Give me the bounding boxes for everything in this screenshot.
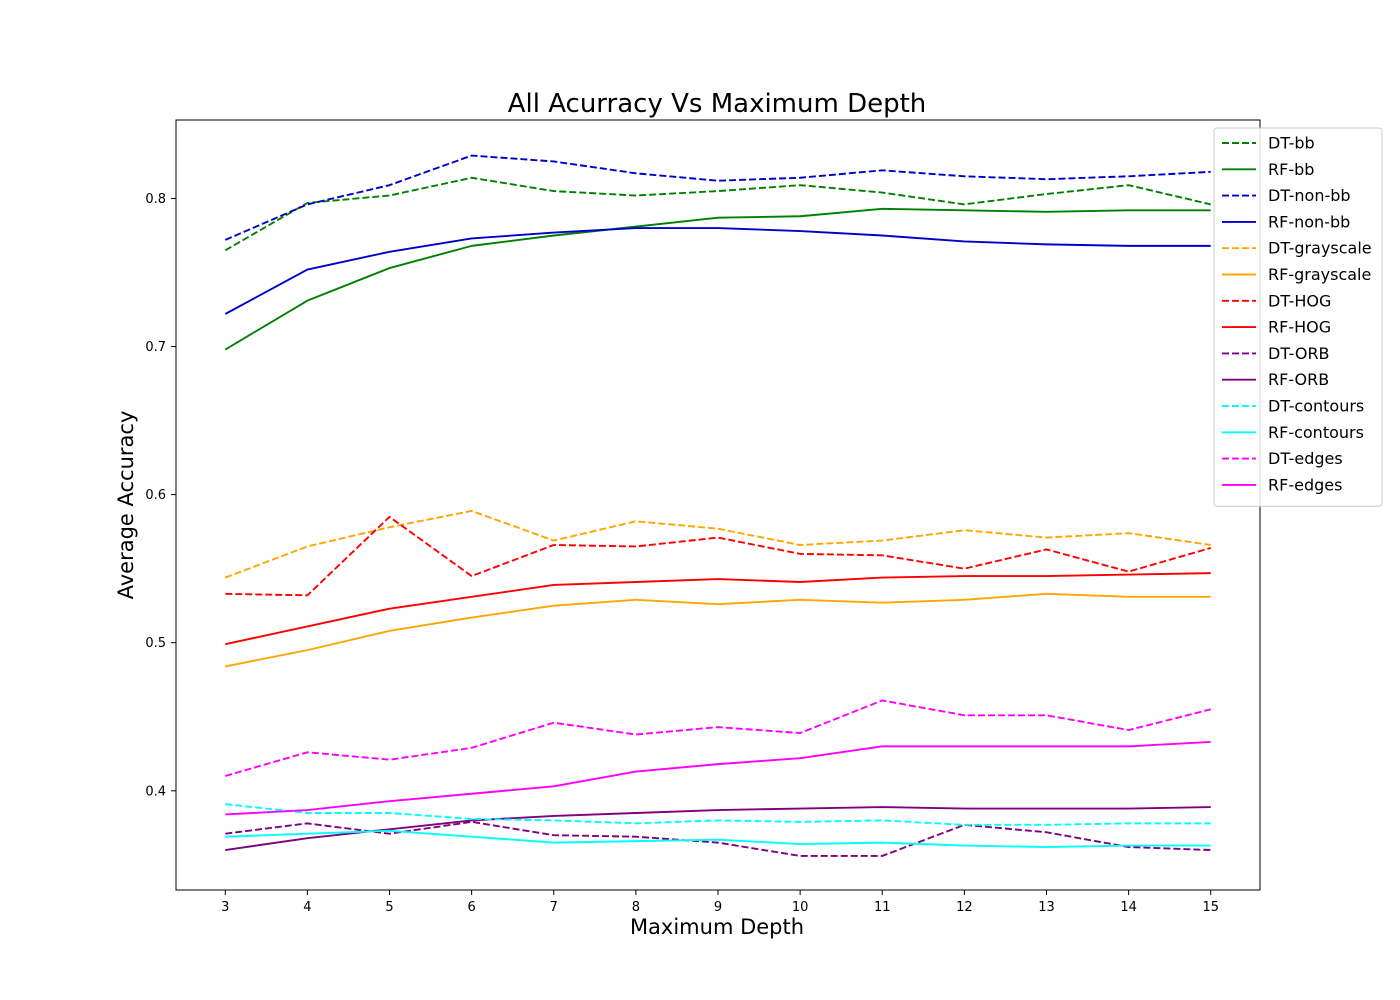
legend-label-dt-orb: DT-ORB: [1268, 344, 1330, 363]
series-line-rf-hog: [225, 572, 1211, 646]
plot-area: [224, 154, 1211, 857]
x-tick-label: 11: [874, 900, 891, 915]
legend-label-rf-bb: RF-bb: [1268, 160, 1314, 179]
legend-label-rf-non-bb: RF-non-bb: [1268, 212, 1350, 231]
y-axis-label: Average Accuracy: [114, 411, 138, 600]
series-line-rf-contours: [225, 829, 1211, 849]
series-line-dt-contours: [225, 803, 1211, 826]
x-tick-label: 5: [385, 900, 393, 915]
x-tick-label: 15: [1202, 900, 1219, 915]
x-tick-label: 13: [1038, 900, 1055, 915]
series-line-rf-edges: [225, 740, 1211, 816]
series-line-rf-orb: [225, 806, 1211, 851]
series-line-rf-non-bb: [224, 227, 1211, 315]
legend-label-dt-hog: DT-HOG: [1268, 291, 1331, 310]
series-line-dt-edges: [225, 699, 1211, 777]
series-line-rf-grayscale: [225, 592, 1211, 668]
legend-label-dt-contours: DT-contours: [1268, 397, 1364, 416]
x-tick-label: 4: [303, 900, 311, 915]
legend: DT-bb RF-bb DT-non-bb RF-non-bb DT-grayscale…: [1213, 127, 1383, 507]
x-tick-label: 7: [550, 900, 558, 915]
legend-label-rf-edges: RF-edges: [1268, 475, 1342, 494]
legend-label-dt-non-bb: DT-non-bb: [1268, 186, 1351, 205]
series-line-dt-non-bb: [224, 154, 1211, 241]
x-tick-label: 14: [1120, 900, 1137, 915]
x-tick-label: 6: [467, 900, 475, 915]
legend-label-rf-orb: RF-ORB: [1268, 370, 1329, 389]
x-tick-label: 12: [956, 900, 973, 915]
x-axis-label: Maximum Depth: [630, 915, 804, 939]
legend-label-dt-bb: DT-bb: [1268, 134, 1315, 153]
legend-label-dt-grayscale: DT-grayscale: [1268, 239, 1372, 258]
y-tick-label: 0.8: [145, 192, 166, 207]
y-tick-label: 0.4: [145, 784, 166, 799]
chart-title: All Acurracy Vs Maximum Depth: [508, 89, 927, 119]
y-tick-label: 0.6: [145, 488, 166, 503]
y-tick-label: 0.5: [145, 636, 166, 651]
series-line-dt-orb: [225, 820, 1211, 857]
series-line-rf-bb: [224, 207, 1211, 351]
series-line-dt-grayscale: [224, 509, 1211, 579]
legend-label-rf-grayscale: RF-grayscale: [1268, 265, 1371, 284]
axes: 3 4 5 6 7 8 9 10 11 12 13 14 15 0.4 0.5 0.6 0.7 0.8: [145, 119, 1261, 915]
x-tick-label: 8: [632, 900, 640, 915]
x-tick-label: 3: [221, 900, 229, 915]
series-line-dt-hog: [225, 515, 1211, 597]
y-tick-label: 0.7: [145, 340, 166, 355]
legend-label-rf-contours: RF-contours: [1268, 423, 1364, 442]
series-line-dt-bb: [224, 176, 1211, 252]
legend-label-rf-hog: RF-HOG: [1268, 318, 1331, 337]
legend-label-dt-edges: DT-edges: [1268, 449, 1343, 468]
x-tick-label: 9: [714, 900, 722, 915]
x-tick-label: 10: [792, 900, 809, 915]
plot-frame: [175, 119, 1261, 891]
